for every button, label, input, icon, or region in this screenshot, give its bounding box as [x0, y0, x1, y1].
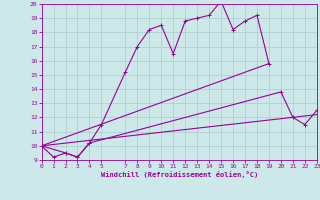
- X-axis label: Windchill (Refroidissement éolien,°C): Windchill (Refroidissement éolien,°C): [100, 171, 258, 178]
